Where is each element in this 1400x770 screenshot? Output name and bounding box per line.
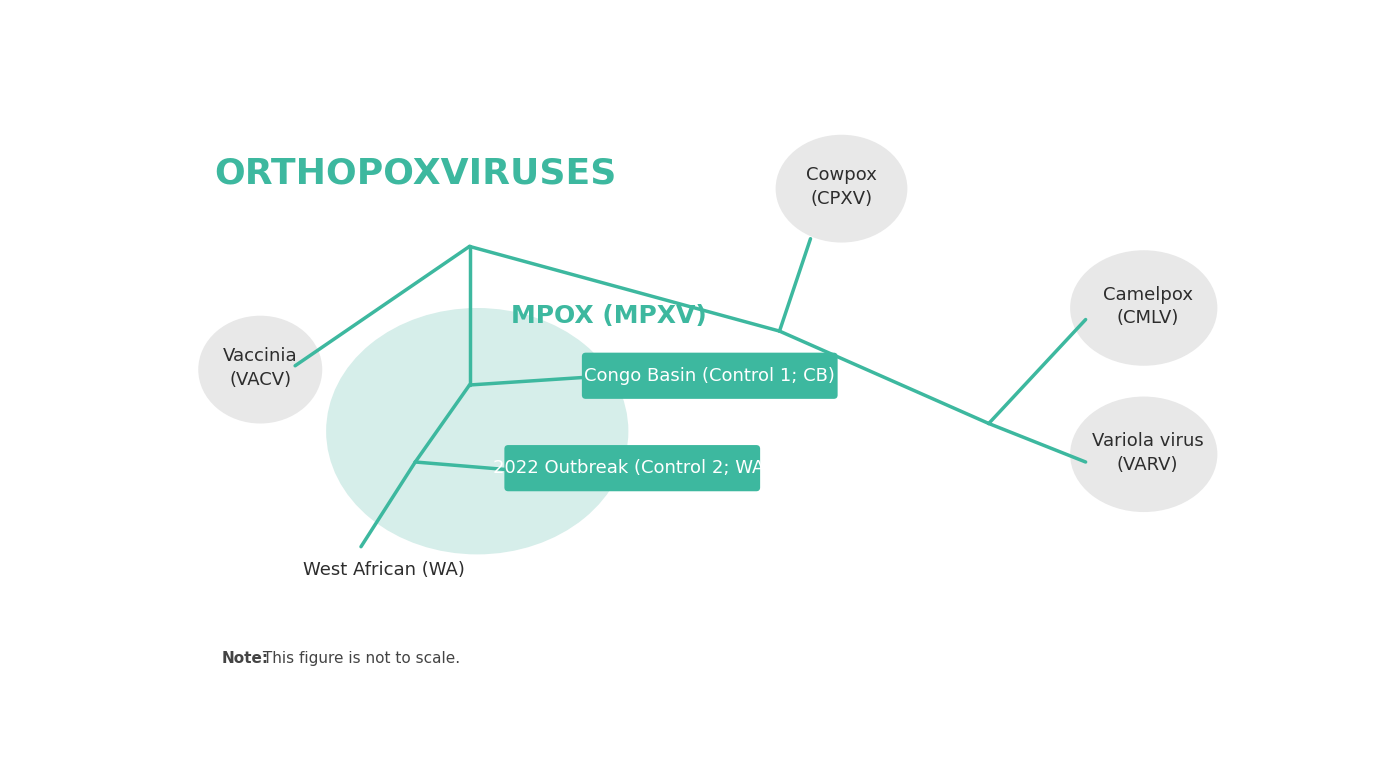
FancyBboxPatch shape — [582, 353, 837, 399]
FancyBboxPatch shape — [504, 445, 760, 491]
Ellipse shape — [1070, 397, 1218, 512]
Ellipse shape — [776, 135, 907, 243]
Ellipse shape — [1070, 250, 1218, 366]
Text: Variola virus
(VARV): Variola virus (VARV) — [1092, 432, 1204, 474]
Text: Congo Basin (Control 1; CB): Congo Basin (Control 1; CB) — [584, 367, 836, 385]
Text: MPOX (MPXV): MPOX (MPXV) — [511, 303, 707, 328]
Text: Vaccinia
(VACV): Vaccinia (VACV) — [223, 347, 298, 389]
Text: Cowpox
(CPXV): Cowpox (CPXV) — [806, 166, 876, 208]
Text: West African (WA): West African (WA) — [304, 561, 465, 579]
Text: Note:: Note: — [221, 651, 269, 666]
Text: Camelpox
(CMLV): Camelpox (CMLV) — [1103, 286, 1193, 327]
Ellipse shape — [199, 316, 322, 424]
Text: ORTHOPOXVIRUSES: ORTHOPOXVIRUSES — [214, 156, 616, 190]
Text: 2022 Outbreak (Control 2; WA): 2022 Outbreak (Control 2; WA) — [493, 459, 771, 477]
Ellipse shape — [326, 308, 629, 554]
Text: This figure is not to scale.: This figure is not to scale. — [258, 651, 461, 666]
